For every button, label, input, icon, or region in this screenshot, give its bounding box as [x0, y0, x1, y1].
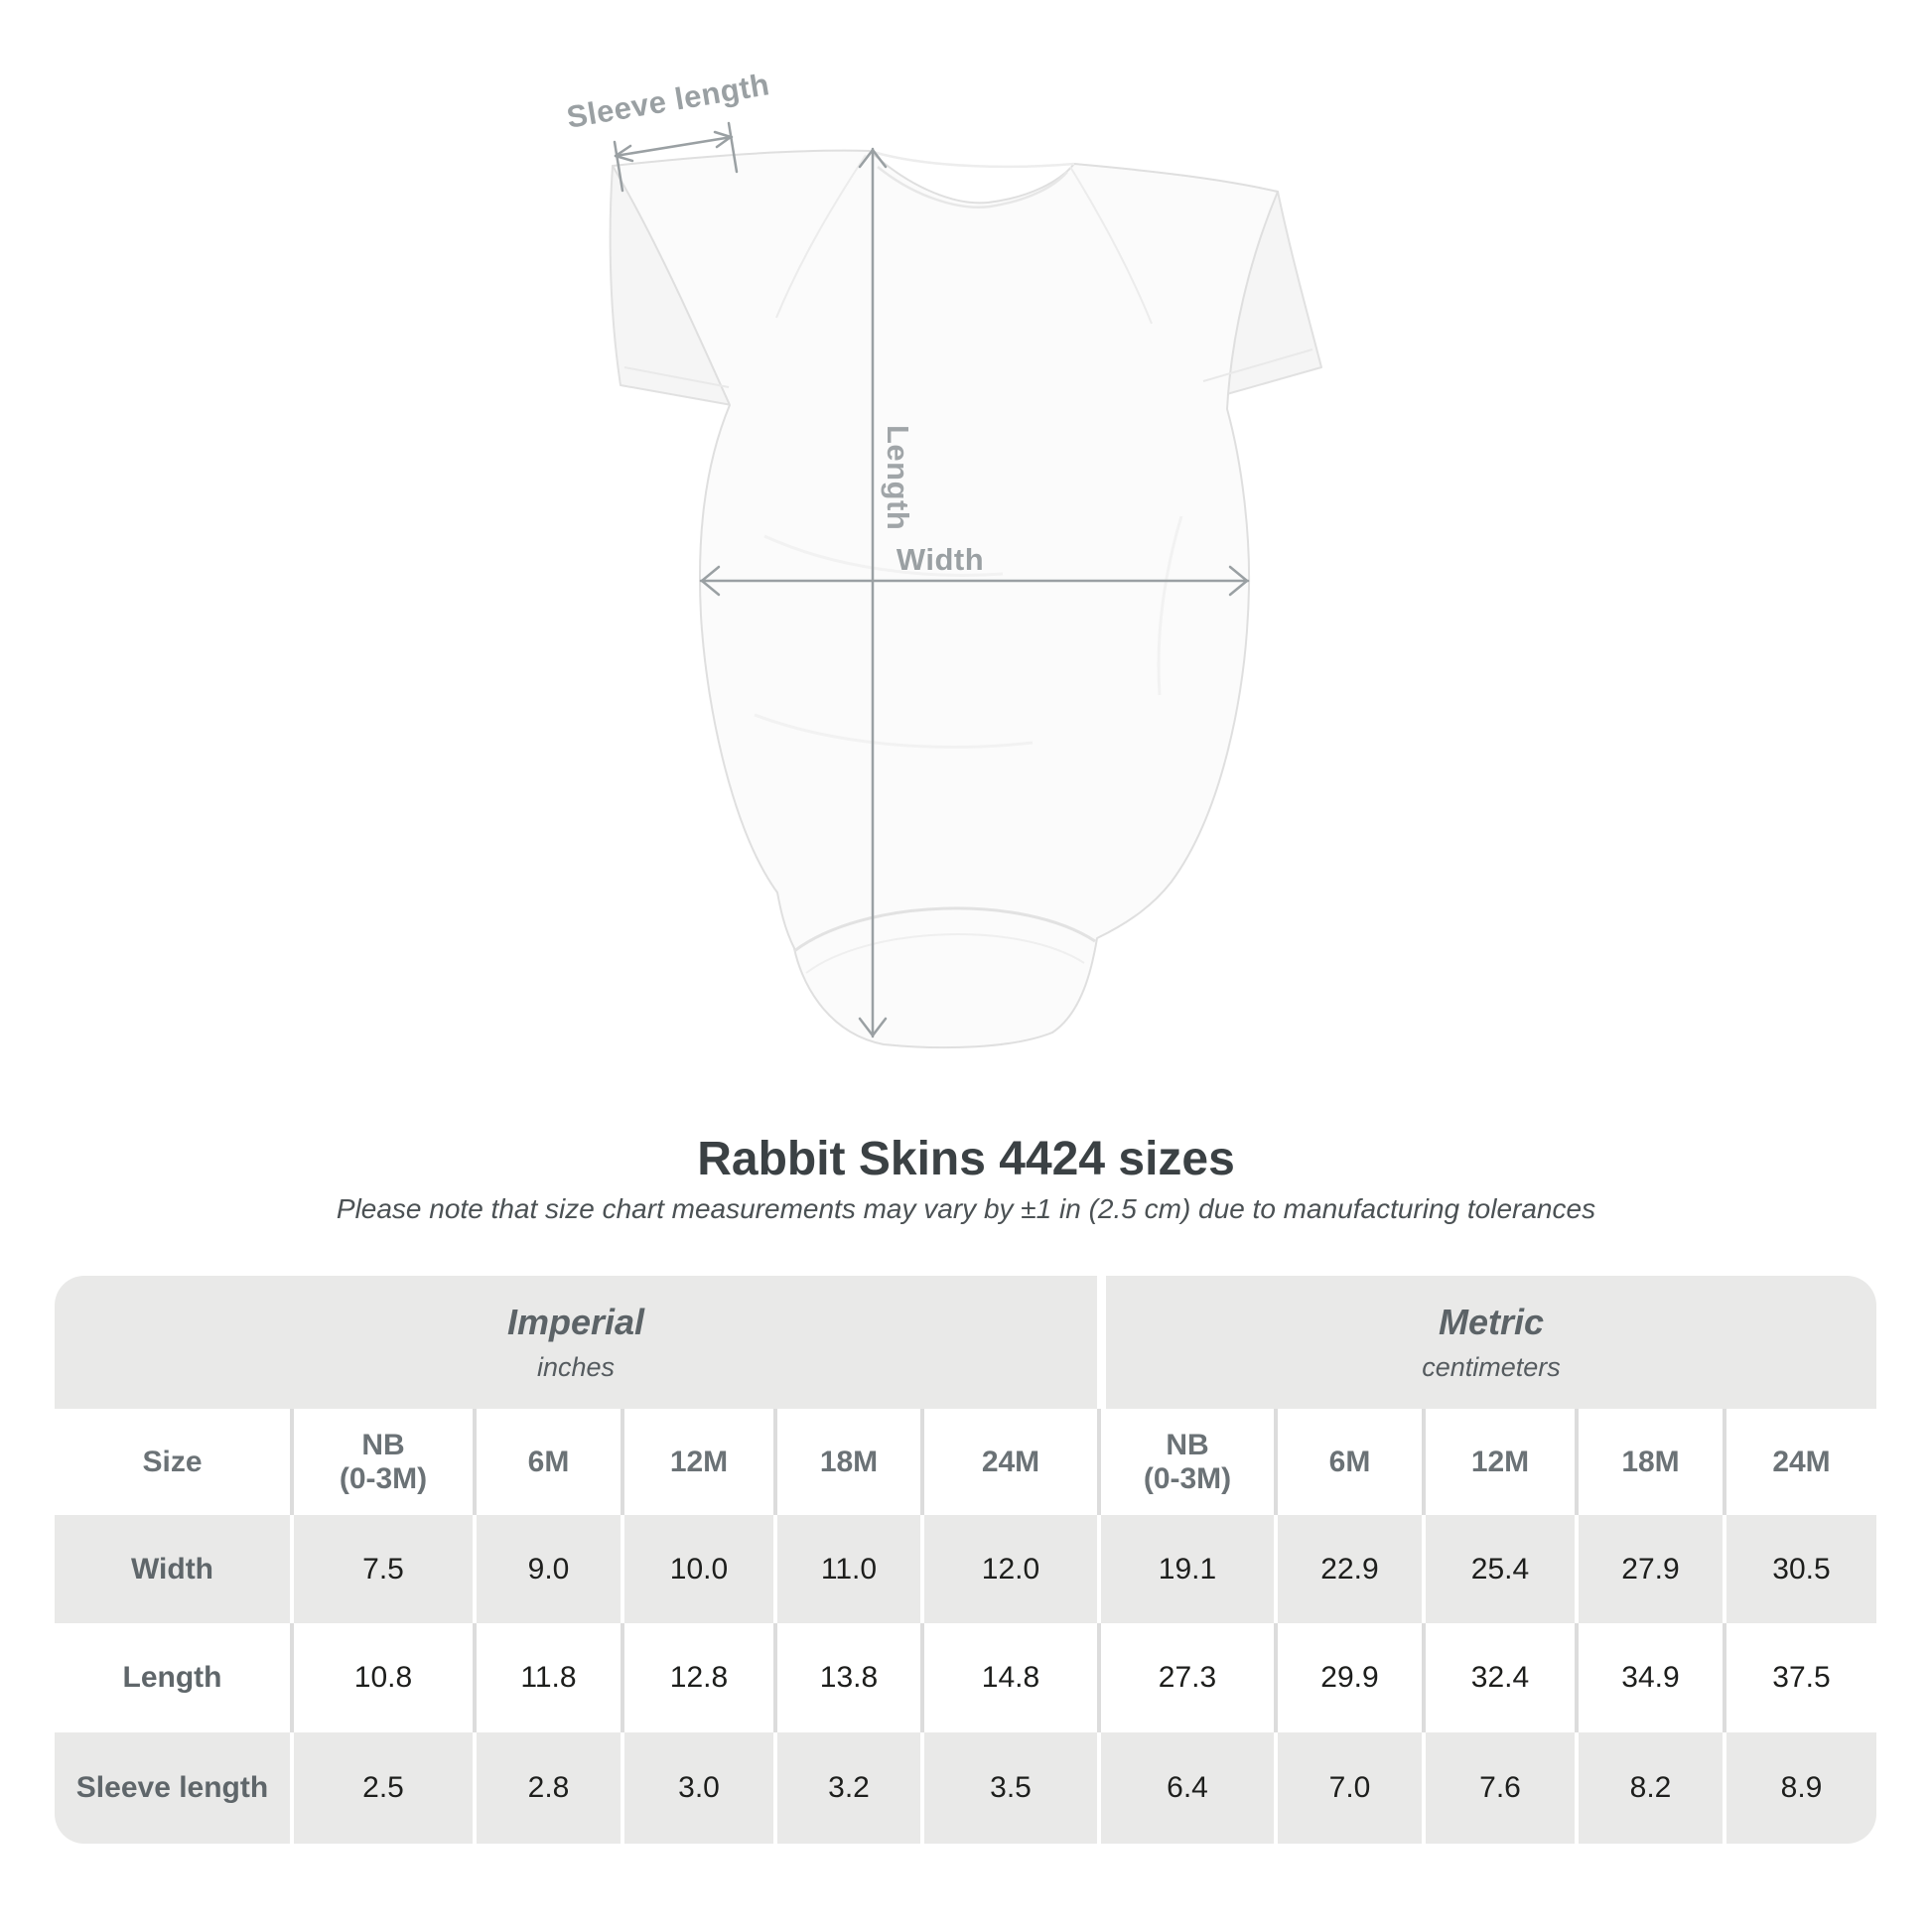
- size-header-metric-24m: 24M: [1723, 1409, 1876, 1515]
- page-title: Rabbit Skins 4424 sizes: [697, 1133, 1235, 1185]
- onesie-seam-details: [623, 149, 1313, 974]
- width-label: Width: [896, 542, 985, 577]
- length-imperial-6m: 11.8: [473, 1623, 621, 1732]
- sleeve-metric-6m: 7.0: [1274, 1732, 1422, 1844]
- width-metric-18m: 27.9: [1575, 1515, 1723, 1623]
- unit-band-imperial: Imperial inches: [55, 1276, 1097, 1409]
- size-chart-table: Imperial inches Metric centimeters Size …: [55, 1276, 1876, 1844]
- width-arrow-right: [1228, 565, 1249, 597]
- size-header-metric-12m: 12M: [1422, 1409, 1575, 1515]
- size-header-imperial-nb: NB (0-3M): [290, 1409, 473, 1515]
- row-label-sleeve-length: Sleeve length: [55, 1732, 290, 1844]
- measurement-lines: [613, 121, 1250, 1038]
- width-metric-6m: 22.9: [1274, 1515, 1422, 1623]
- onesie-diagram-svg: [609, 121, 1322, 1049]
- length-label: Length: [881, 425, 915, 531]
- sleeve-arrow-left: [614, 144, 634, 163]
- size-column-header: Size: [55, 1409, 290, 1515]
- length-imperial-18m: 13.8: [773, 1623, 920, 1732]
- width-arrow-left: [700, 565, 721, 597]
- length-arrow-up: [858, 148, 888, 169]
- size-header-imperial-12m: 12M: [621, 1409, 773, 1515]
- sleeve-line: [614, 135, 734, 158]
- size-header-imperial-6m: 6M: [473, 1409, 621, 1515]
- length-metric-nb: 27.3: [1097, 1623, 1274, 1732]
- sleeve-imperial-6m: 2.8: [473, 1732, 621, 1844]
- sleeve-imperial-18m: 3.2: [773, 1732, 920, 1844]
- tolerance-note: Please note that size chart measurements…: [336, 1193, 1596, 1224]
- onesie-body: [612, 149, 1279, 1049]
- sleeve-metric-24m: 8.9: [1723, 1732, 1876, 1844]
- size-header-imperial-18m: 18M: [773, 1409, 920, 1515]
- sleeve-tick-right: [727, 121, 739, 174]
- length-metric-24m: 37.5: [1723, 1623, 1876, 1732]
- sleeve-metric-12m: 7.6: [1422, 1732, 1575, 1844]
- sleeve-metric-nb: 6.4: [1097, 1732, 1274, 1844]
- metric-label: Metric: [1438, 1302, 1545, 1342]
- metric-unit-label: centimeters: [1422, 1352, 1561, 1382]
- row-label-length: Length: [55, 1623, 290, 1732]
- imperial-unit-label: inches: [536, 1352, 616, 1382]
- length-arrow-down: [858, 1017, 888, 1037]
- size-header-imperial-24m: 24M: [920, 1409, 1097, 1515]
- sleeve-tick-left: [613, 140, 624, 193]
- length-metric-12m: 32.4: [1422, 1623, 1575, 1732]
- width-imperial-12m: 10.0: [621, 1515, 773, 1623]
- length-imperial-24m: 14.8: [920, 1623, 1097, 1732]
- width-imperial-24m: 12.0: [920, 1515, 1097, 1623]
- imperial-label: Imperial: [506, 1302, 645, 1342]
- sleeve-metric-18m: 8.2: [1575, 1732, 1723, 1844]
- sleeve-imperial-12m: 3.0: [621, 1732, 773, 1844]
- product-measurement-diagram: Sleeve length Length Width: [564, 67, 1322, 1049]
- length-metric-18m: 34.9: [1575, 1623, 1723, 1732]
- size-header-metric-18m: 18M: [1575, 1409, 1723, 1515]
- width-metric-24m: 30.5: [1723, 1515, 1876, 1623]
- width-imperial-18m: 11.0: [773, 1515, 920, 1623]
- size-header-metric-nb: NB (0-3M): [1097, 1409, 1274, 1515]
- row-label-width: Width: [55, 1515, 290, 1623]
- length-metric-6m: 29.9: [1274, 1623, 1422, 1732]
- width-metric-12m: 25.4: [1422, 1515, 1575, 1623]
- width-imperial-6m: 9.0: [473, 1515, 621, 1623]
- sleeve-imperial-24m: 3.5: [920, 1732, 1097, 1844]
- width-imperial-nb: 7.5: [290, 1515, 473, 1623]
- unit-band-metric: Metric centimeters: [1097, 1276, 1876, 1409]
- sleeve-imperial-nb: 2.5: [290, 1732, 473, 1844]
- size-header-metric-6m: 6M: [1274, 1409, 1422, 1515]
- width-metric-nb: 19.1: [1097, 1515, 1274, 1623]
- length-imperial-12m: 12.8: [621, 1623, 773, 1732]
- length-imperial-nb: 10.8: [290, 1623, 473, 1732]
